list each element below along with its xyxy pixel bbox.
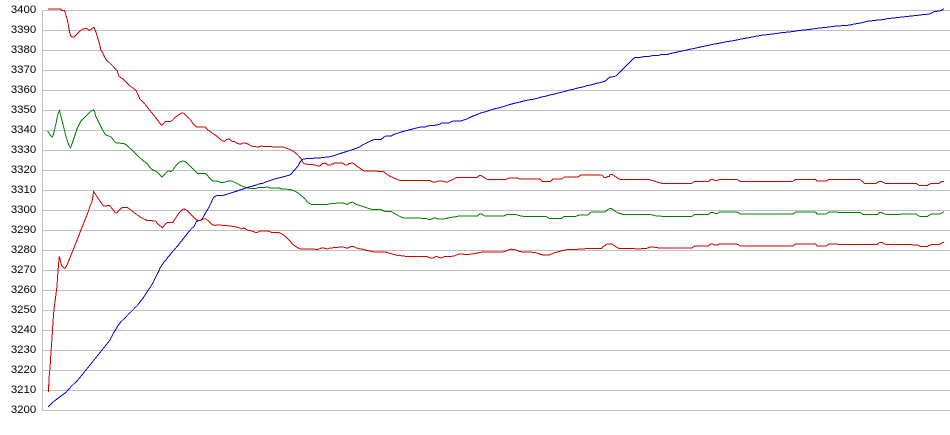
svg-text:3330: 3330	[11, 144, 36, 156]
svg-text:3390: 3390	[11, 24, 36, 36]
svg-text:3230: 3230	[11, 344, 36, 356]
svg-text:3250: 3250	[11, 304, 36, 316]
svg-text:3240: 3240	[11, 324, 36, 336]
svg-text:3280: 3280	[11, 244, 36, 256]
svg-text:3220: 3220	[11, 364, 36, 376]
svg-text:3200: 3200	[11, 404, 36, 416]
svg-text:3300: 3300	[11, 204, 36, 216]
svg-text:3360: 3360	[11, 84, 36, 96]
svg-text:3310: 3310	[11, 184, 36, 196]
svg-text:3290: 3290	[11, 224, 36, 236]
svg-text:3380: 3380	[11, 44, 36, 56]
svg-text:3260: 3260	[11, 284, 36, 296]
svg-text:3400: 3400	[11, 4, 36, 16]
svg-text:3210: 3210	[11, 384, 36, 396]
svg-text:3320: 3320	[11, 164, 36, 176]
svg-text:3350: 3350	[11, 104, 36, 116]
svg-text:3270: 3270	[11, 264, 36, 276]
svg-text:3340: 3340	[11, 124, 36, 136]
svg-text:3370: 3370	[11, 64, 36, 76]
